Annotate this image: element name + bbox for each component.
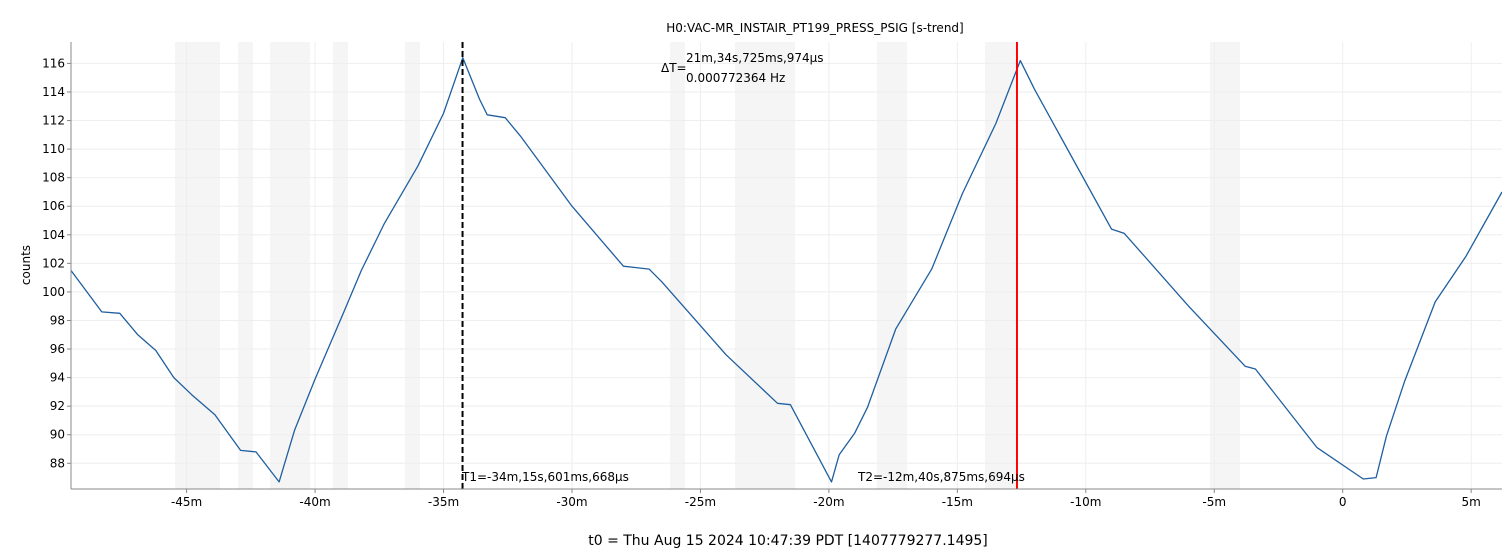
series-line-0: [70, 57, 1502, 483]
y-tick-label: 92: [50, 399, 65, 413]
shade-band: [985, 42, 1015, 489]
delta-prefix: ΔT=: [661, 61, 687, 75]
shade-band: [735, 42, 795, 489]
shade-band: [1210, 42, 1240, 489]
y-tick-label: 116: [42, 56, 65, 70]
y-axis-title: counts: [19, 245, 33, 285]
shade-band: [270, 42, 310, 489]
y-tick-label: 102: [42, 256, 65, 270]
y-tick-label: 94: [50, 371, 65, 385]
y-tick-label: 114: [42, 85, 65, 99]
delta-frequency: 0.000772364 Hz: [686, 71, 785, 85]
shade-band: [238, 42, 253, 489]
delta-time: 21m,34s,725ms,974µs: [686, 51, 824, 65]
cursor-t2-label: T2=-12m,40s,875ms,694µs: [857, 470, 1025, 484]
x-tick-label: -40m: [299, 495, 330, 509]
x-axis-ticks: -45m -40m -35m -30m -25m -20m -15m -10m -5m 0 5m: [171, 489, 1481, 509]
x-tick-label: -35m: [428, 495, 459, 509]
y-axis-ticks: 88 90 92 94 96 98 100 102 104 106 108 110 112 114 116: [42, 56, 71, 470]
y-tick-label: 112: [42, 114, 65, 128]
y-tick-label: 108: [42, 171, 65, 185]
shade-band: [670, 42, 685, 489]
y-tick-label: 90: [50, 428, 65, 442]
x-tick-label: -15m: [942, 495, 973, 509]
plot-title: H0:VAC-MR_INSTAIR_PT199_PRESS_PSIG [s-tr…: [666, 21, 963, 35]
shade-band: [333, 42, 348, 489]
x-tick-label: 5m: [1462, 495, 1481, 509]
time-origin-footer: t0 = Thu Aug 15 2024 10:47:39 PDT [14077…: [588, 533, 988, 549]
y-tick-label: 110: [42, 142, 65, 156]
grid-lines: [71, 42, 1502, 489]
cursor-t1-label: T1=-34m,15s,601ms,668µs: [461, 470, 629, 484]
x-tick-label: -45m: [171, 495, 202, 509]
y-tick-label: 88: [50, 456, 65, 470]
shade-band: [877, 42, 907, 489]
shade-band: [405, 42, 420, 489]
y-tick-label: 100: [42, 285, 65, 299]
x-tick-label: 0: [1339, 495, 1347, 509]
y-tick-label: 98: [50, 313, 65, 327]
y-tick-label: 104: [42, 228, 65, 242]
series-layer: [70, 57, 1502, 483]
shade-band: [205, 42, 220, 489]
x-tick-label: -5m: [1202, 495, 1226, 509]
x-tick-label: -10m: [1070, 495, 1101, 509]
x-tick-label: -20m: [813, 495, 844, 509]
x-tick-label: -30m: [556, 495, 587, 509]
y-tick-label: 106: [42, 199, 65, 213]
y-tick-label: 96: [50, 342, 65, 356]
x-tick-label: -25m: [685, 495, 716, 509]
